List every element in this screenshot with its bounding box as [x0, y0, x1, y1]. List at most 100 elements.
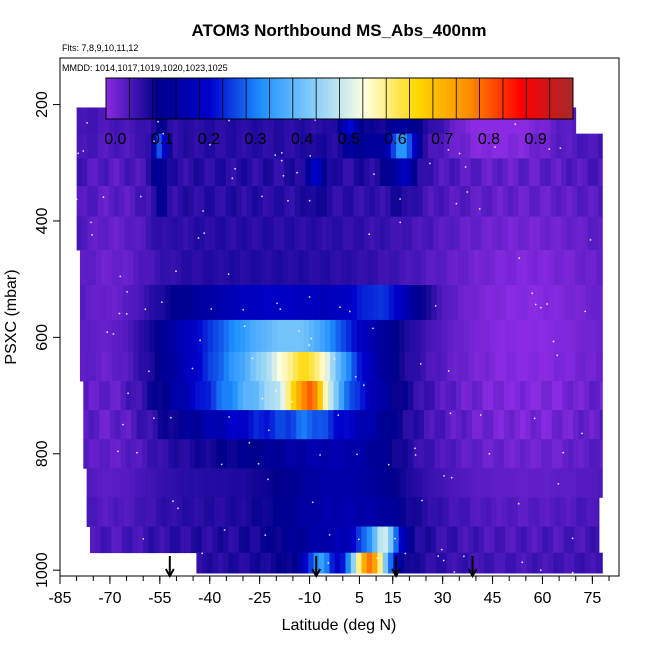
heatmap-cell: [516, 351, 523, 382]
heatmap-cell: [527, 319, 533, 353]
heatmap-cell: [443, 216, 450, 251]
heatmap-cell: [569, 526, 575, 554]
heatmap-cell: [168, 439, 175, 469]
heatmap-cell: [308, 284, 315, 321]
colorbar-tick-label: 0.8: [478, 131, 500, 148]
sample-dot: [228, 119, 230, 122]
heatmap-cell: [567, 439, 574, 469]
heatmap-cell: [577, 216, 583, 251]
heatmap-cell: [269, 381, 276, 411]
heatmap-cell: [489, 552, 495, 574]
heatmap-cell: [545, 107, 551, 135]
heatmap-cell: [285, 381, 292, 411]
heatmap-cell: [213, 351, 219, 382]
sample-dot: [571, 537, 574, 540]
heatmap-cell: [463, 319, 469, 353]
colorbar-segment: [460, 78, 464, 119]
heatmap-cell: [157, 439, 164, 469]
heatmap-cell: [316, 158, 322, 187]
heatmap-cell: [337, 158, 344, 187]
heatmap-cell: [470, 107, 477, 135]
colorbar-segment: [346, 78, 350, 119]
heatmap-cell: [111, 526, 117, 554]
heatmap-cell: [154, 319, 161, 353]
heatmap-cell: [204, 158, 211, 187]
heatmap-cell: [598, 133, 603, 159]
heatmap-cell: [378, 284, 384, 321]
heatmap-cell: [404, 250, 411, 286]
heatmap-cell: [518, 133, 525, 159]
heatmap-cell: [376, 410, 382, 440]
heatmap-cell: [455, 410, 462, 440]
sample-dot: [197, 237, 200, 239]
heatmap-cell: [372, 319, 379, 353]
heatmap-cell: [229, 284, 235, 321]
heatmap-cell: [103, 133, 109, 159]
heatmap-cell: [88, 381, 95, 411]
heatmap-cell: [348, 107, 354, 135]
heatmap-cell: [161, 497, 167, 527]
heatmap-cell: [183, 216, 189, 251]
heatmap-cell: [479, 284, 485, 321]
heatmap-cell: [193, 186, 200, 217]
heatmap-cell: [76, 216, 83, 251]
heatmap-cell: [247, 158, 253, 187]
heatmap-cell: [394, 284, 400, 321]
heatmap-cell: [390, 468, 396, 498]
heatmap-cell: [502, 133, 509, 159]
heatmap-cell: [422, 216, 429, 251]
heatmap-cell: [356, 284, 363, 321]
heatmap-cell: [469, 497, 476, 527]
heatmap-cell: [518, 158, 525, 187]
heatmap-cell: [367, 284, 374, 321]
heatmap-cell: [257, 216, 264, 251]
heatmap-cell: [437, 468, 444, 498]
heatmap-cell: [333, 410, 340, 440]
heatmap-cell: [432, 468, 439, 498]
heatmap-cell: [408, 439, 414, 469]
heatmap-cell: [401, 186, 408, 217]
heatmap-cell: [225, 468, 231, 498]
heatmap-cell: [201, 552, 208, 574]
heatmap-cell: [107, 468, 114, 498]
heatmap-cell: [510, 552, 517, 574]
heatmap-cell: [589, 410, 595, 440]
heatmap-cell: [314, 250, 320, 286]
heatmap-cell: [127, 284, 134, 321]
colorbar-segment: [481, 78, 485, 119]
heatmap-cell: [233, 552, 240, 574]
heatmap-cell: [342, 133, 349, 159]
heatmap-cell: [286, 526, 293, 554]
heatmap-cell: [535, 381, 542, 411]
heatmap-cell: [580, 351, 587, 382]
heatmap-cell: [575, 319, 581, 353]
heatmap-cell: [109, 381, 116, 411]
heatmap-cell: [262, 216, 269, 251]
sample-dot: [414, 454, 417, 456]
heatmap-cell: [346, 250, 352, 286]
heatmap-cell: [300, 216, 306, 251]
heatmap-cell: [148, 526, 155, 554]
heatmap-cell: [211, 410, 217, 440]
heatmap-cell: [262, 186, 269, 217]
heatmap-cell: [417, 216, 424, 251]
sample-dot: [387, 463, 390, 466]
heatmap-cell: [81, 216, 88, 251]
heatmap-cell: [250, 351, 257, 382]
colorbar-segment: [115, 78, 119, 119]
heatmap-cell: [111, 351, 118, 382]
heatmap-cell: [284, 216, 290, 251]
heatmap-cell: [459, 216, 466, 251]
heatmap-cell: [364, 133, 370, 159]
colorbar-segment: [444, 78, 448, 119]
heatmap-cell: [101, 284, 107, 321]
sample-dot: [201, 552, 204, 555]
heatmap-cell: [433, 107, 440, 135]
heatmap-cell: [397, 410, 404, 440]
sample-dot: [274, 154, 277, 157]
heatmap-cell: [213, 250, 219, 286]
heatmap-cell: [205, 410, 212, 440]
heatmap-cell: [505, 319, 512, 353]
heatmap-cell: [535, 439, 542, 469]
heatmap-cell: [294, 468, 300, 498]
